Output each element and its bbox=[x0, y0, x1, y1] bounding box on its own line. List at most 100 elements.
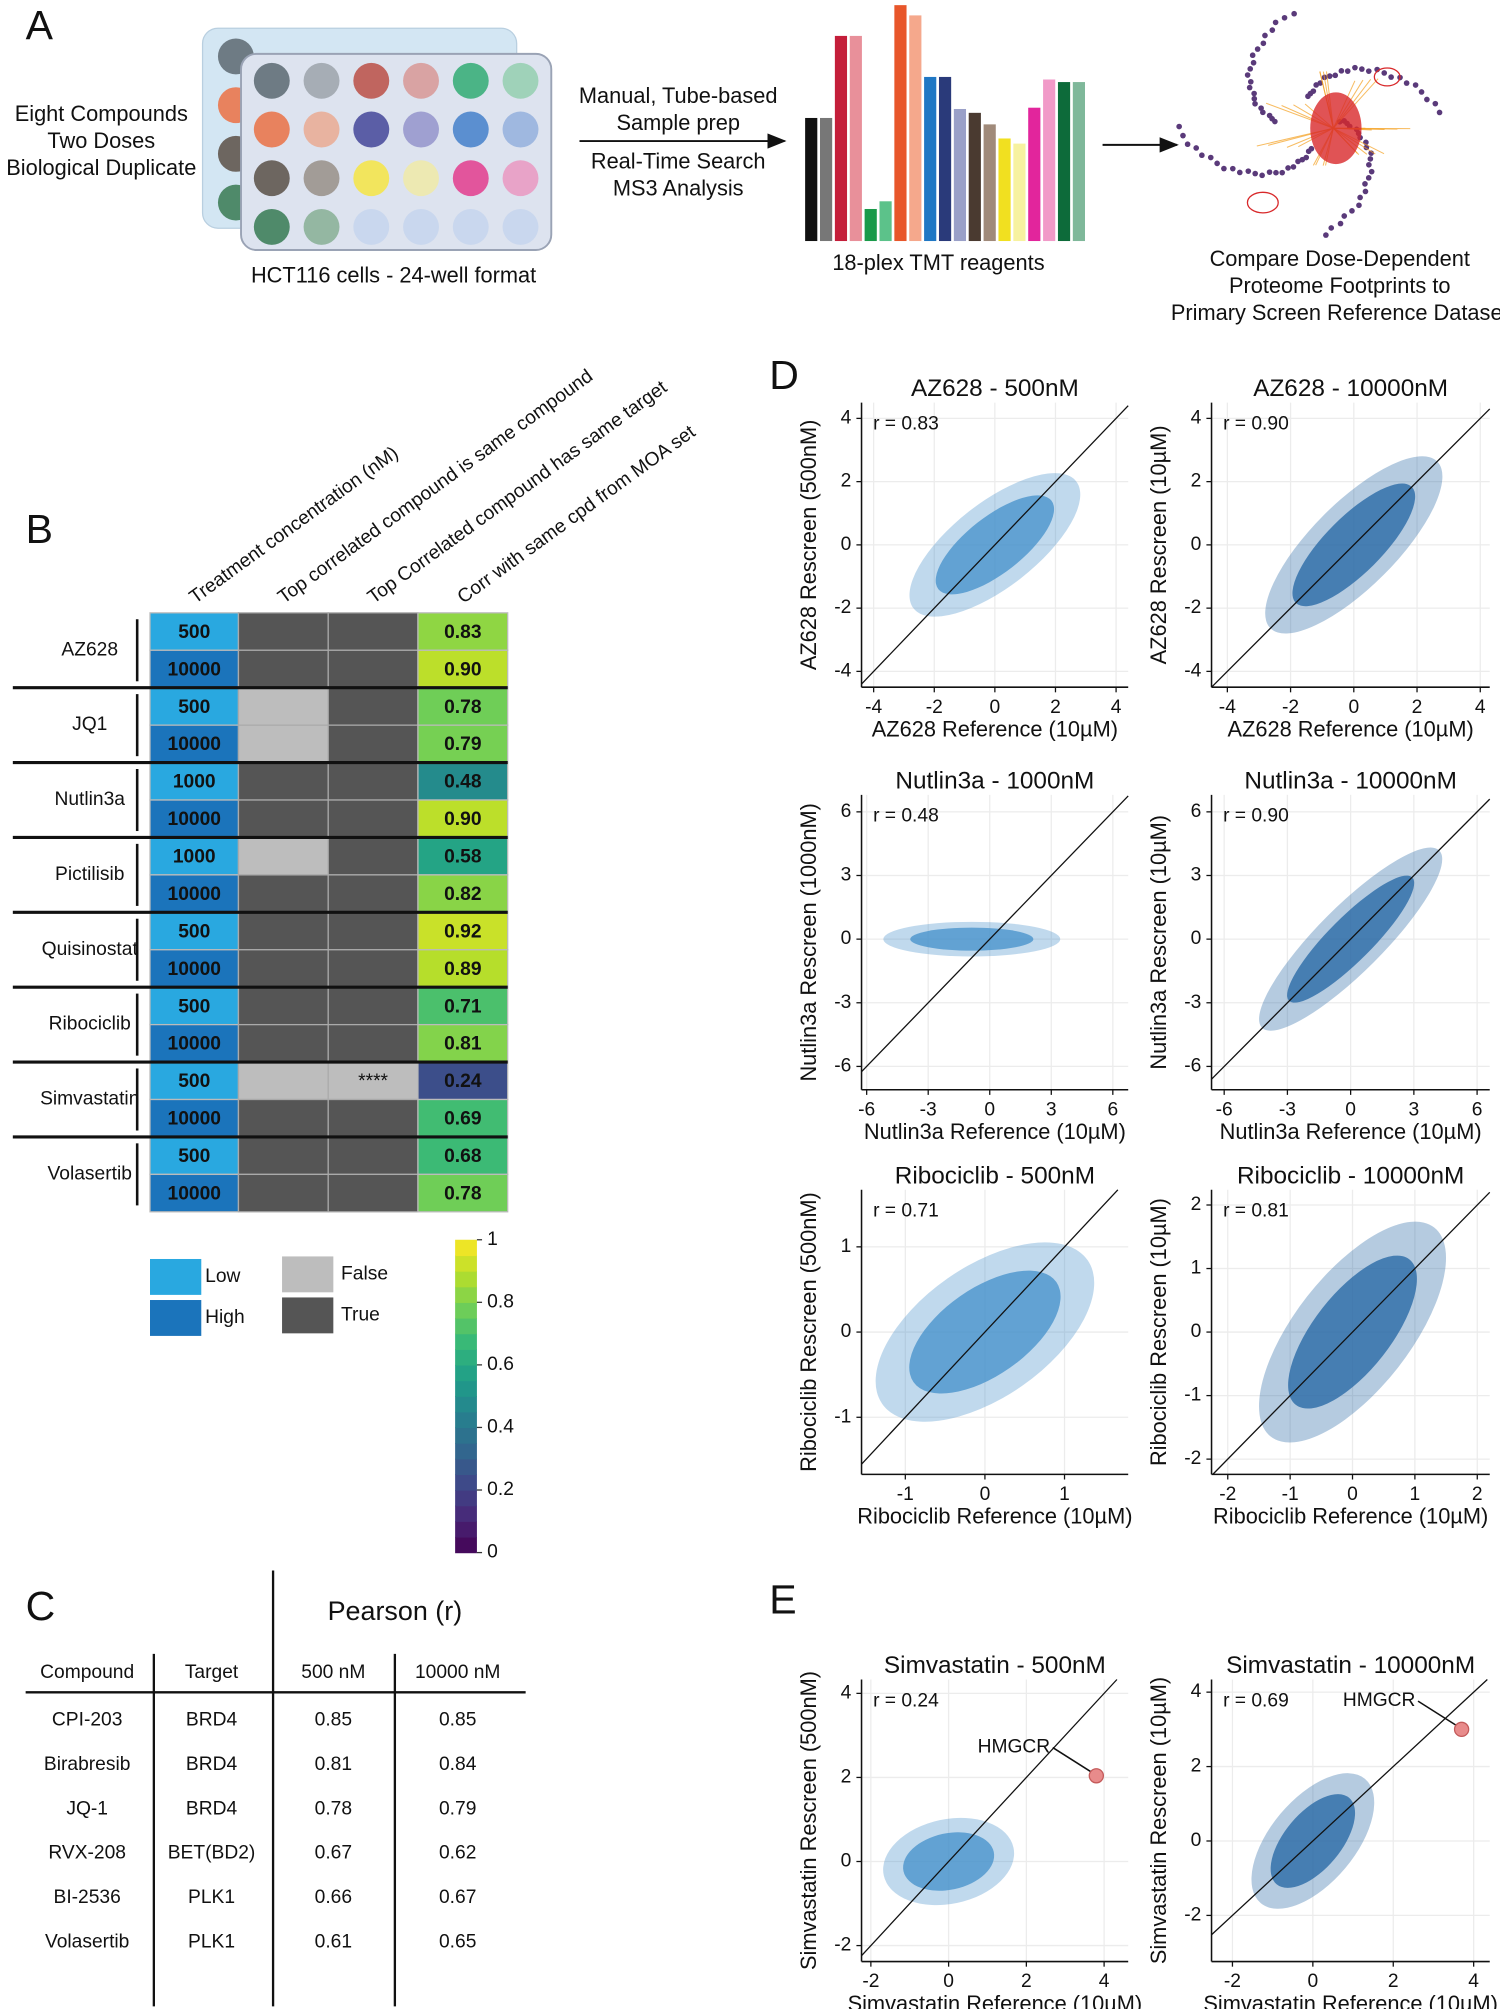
concentration: 10000 bbox=[168, 1183, 221, 1204]
icon-bar bbox=[849, 35, 862, 242]
x-tick-label: 0 bbox=[943, 1971, 954, 1992]
network-node bbox=[1180, 132, 1186, 139]
row-label: JQ1 bbox=[72, 714, 107, 735]
identity-line bbox=[861, 1679, 1118, 1957]
same-target-cell bbox=[327, 1098, 419, 1138]
point-cloud bbox=[910, 927, 1034, 951]
same-compound-cell bbox=[237, 649, 329, 689]
x-tick-label: 6 bbox=[1107, 1099, 1118, 1120]
table-cell: 0.65 bbox=[439, 1931, 476, 1952]
same-compound-cell bbox=[237, 1136, 329, 1176]
plot-title: Ribociclib - 10000nM bbox=[1237, 1162, 1464, 1189]
x-tick-label: 0 bbox=[990, 697, 1001, 718]
network-node bbox=[1244, 72, 1251, 78]
concentration: 500 bbox=[178, 697, 210, 718]
corr-value: 0.81 bbox=[444, 1034, 482, 1055]
legend-label: False bbox=[341, 1263, 388, 1284]
y-tick-label: -4 bbox=[834, 660, 851, 681]
caption: Manual, Tube-based bbox=[579, 83, 778, 108]
network-node bbox=[1344, 68, 1351, 74]
same-compound-cell bbox=[237, 1023, 329, 1063]
network-node bbox=[1207, 154, 1214, 161]
y-tick-label: 0 bbox=[1191, 1321, 1202, 1342]
y-tick-label: 3 bbox=[1191, 865, 1202, 886]
concentration: 500 bbox=[178, 921, 210, 942]
well bbox=[452, 111, 489, 148]
corr-value: 0.83 bbox=[444, 622, 481, 643]
y-tick-label: 0 bbox=[841, 534, 852, 555]
column-header: Top correlated compound is same compound bbox=[274, 366, 597, 608]
concentration-cell bbox=[149, 986, 240, 1026]
network-cluster bbox=[1246, 191, 1279, 214]
concentration: 500 bbox=[178, 1146, 210, 1167]
y-tick-label: 0 bbox=[841, 1851, 852, 1872]
network-node bbox=[1388, 74, 1394, 80]
x-axis-label: AZ628 Reference (10µM) bbox=[1228, 717, 1474, 742]
table-cell: RVX-208 bbox=[48, 1843, 126, 1864]
same-compound-cell bbox=[237, 911, 329, 951]
table-cell: 0.84 bbox=[439, 1754, 477, 1775]
y-tick-label: -2 bbox=[1184, 1904, 1201, 1925]
y-tick-label: 4 bbox=[841, 407, 852, 428]
network-node bbox=[1272, 19, 1279, 26]
network-node bbox=[1349, 208, 1355, 214]
network-node bbox=[1254, 46, 1261, 52]
r-label: r = 0.69 bbox=[1223, 1690, 1289, 1711]
icon-bar bbox=[1057, 82, 1071, 242]
table-cell: BI-2536 bbox=[54, 1887, 121, 1908]
well bbox=[502, 160, 539, 197]
concentration: 500 bbox=[178, 622, 210, 643]
caption: HCT116 cells - 24-well format bbox=[251, 263, 536, 288]
leader bbox=[1417, 1700, 1457, 1727]
x-tick-label: -2 bbox=[1282, 697, 1299, 718]
well bbox=[353, 160, 390, 197]
table-cell: 0.62 bbox=[439, 1843, 476, 1864]
corr-value: 0.79 bbox=[444, 734, 481, 755]
plot-title: AZ628 - 10000nM bbox=[1253, 375, 1448, 402]
corr-cell bbox=[417, 1023, 509, 1063]
same-target-cell bbox=[327, 911, 419, 951]
colorbar-step bbox=[455, 1458, 477, 1476]
network-node bbox=[1184, 141, 1191, 148]
icon-bar bbox=[819, 117, 833, 242]
well bbox=[502, 62, 539, 99]
well bbox=[353, 208, 390, 245]
same-target-cell bbox=[327, 949, 419, 988]
legend-label: High bbox=[205, 1307, 245, 1328]
network-node bbox=[1252, 100, 1258, 107]
well bbox=[403, 160, 439, 197]
network-node bbox=[1328, 225, 1335, 231]
well bbox=[403, 111, 439, 148]
icon-bar bbox=[864, 208, 877, 242]
y-tick-label: 2 bbox=[841, 1767, 852, 1788]
y-tick-label: 0 bbox=[841, 1321, 852, 1342]
corr-cell bbox=[417, 1173, 509, 1213]
row-label: Ribociclib bbox=[49, 1014, 131, 1035]
well bbox=[253, 111, 290, 148]
concentration: 500 bbox=[178, 996, 210, 1017]
legend-label: True bbox=[341, 1304, 380, 1325]
identity-line bbox=[1212, 1191, 1491, 1475]
corr-value: 0.90 bbox=[444, 809, 481, 830]
y-tick-label: -2 bbox=[834, 597, 851, 618]
well bbox=[303, 160, 340, 197]
same-compound-cell bbox=[237, 1098, 329, 1138]
x-tick-label: -6 bbox=[858, 1099, 875, 1120]
corr-value: 0.68 bbox=[444, 1146, 482, 1167]
colorbar-step bbox=[455, 1536, 477, 1554]
concentration: 10000 bbox=[168, 884, 221, 905]
concentration-cell bbox=[149, 1023, 240, 1063]
concentration: 10000 bbox=[168, 1034, 221, 1055]
colorbar-step bbox=[455, 1505, 477, 1522]
network-node bbox=[1262, 32, 1268, 39]
x-tick-label: 2 bbox=[1021, 1971, 1032, 1992]
y-tick-label: -6 bbox=[834, 1055, 851, 1076]
table-cell: 0.78 bbox=[315, 1798, 352, 1819]
network-node bbox=[1357, 194, 1363, 201]
network-node bbox=[1260, 40, 1267, 47]
concentration: 1000 bbox=[173, 772, 216, 793]
network-node bbox=[1272, 118, 1278, 125]
column-header: 10000 nM bbox=[415, 1662, 500, 1683]
concentration-cell bbox=[149, 1136, 240, 1176]
y-axis-label: Simvastatin Rescreen (10µM) bbox=[1146, 1677, 1171, 1964]
